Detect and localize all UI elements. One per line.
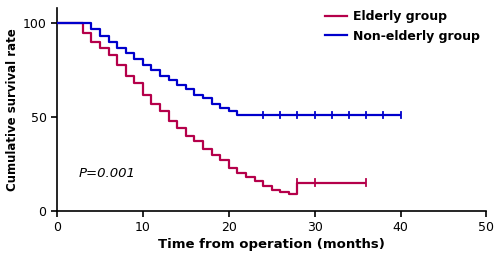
Legend: Elderly group, Non-elderly group: Elderly group, Non-elderly group [320, 5, 485, 48]
Text: P=0.001: P=0.001 [78, 167, 136, 180]
Y-axis label: Cumulative survival rate: Cumulative survival rate [6, 28, 18, 191]
X-axis label: Time from operation (months): Time from operation (months) [158, 238, 385, 251]
